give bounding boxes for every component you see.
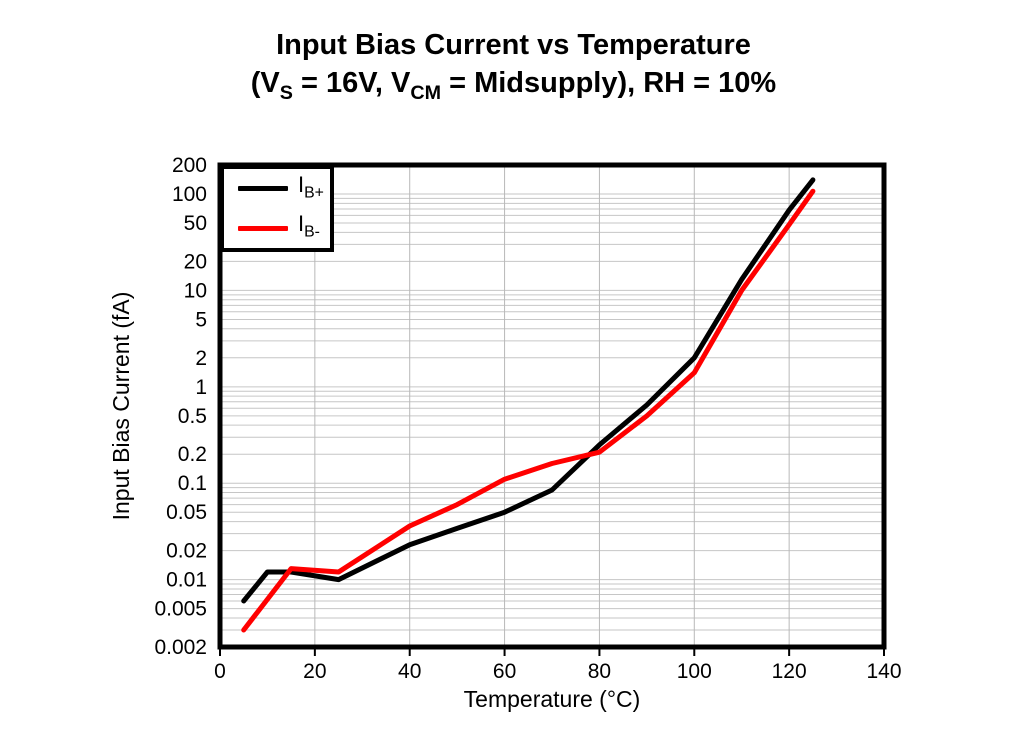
legend-label-ib-minus: IB-	[298, 211, 320, 241]
data-series	[241, 177, 816, 633]
y-tick-labels: 200 100 50 20 10 5 2 1 0.5 0.2 0.1 0.05 0.02 0.01 0.00…	[154, 154, 207, 659]
svg-text:200: 200	[172, 154, 207, 177]
svg-text:140: 140	[866, 660, 901, 683]
chart-title-line-2: (VS = 16V, VCM = Midsupply), RH = 10%	[250, 67, 777, 104]
horizontal-gridlines	[220, 193, 884, 631]
x-axis-title: Temperature (°C)	[463, 686, 641, 712]
series-line-ib-	[241, 188, 816, 633]
svg-text:0.005: 0.005	[154, 598, 207, 621]
svg-text:0.02: 0.02	[166, 540, 207, 563]
legend-line-sample-ib-plus	[238, 186, 288, 192]
svg-text:10: 10	[184, 279, 207, 302]
legend-line-sample-ib-minus	[238, 225, 288, 231]
svg-text:100: 100	[677, 660, 712, 683]
svg-text:60: 60	[493, 660, 516, 683]
svg-text:0.5: 0.5	[178, 405, 207, 428]
svg-text:50: 50	[184, 212, 207, 235]
svg-text:80: 80	[588, 660, 611, 683]
svg-text:0.01: 0.01	[166, 569, 207, 592]
svg-text:0.2: 0.2	[178, 443, 207, 466]
legend-item-ib-plus: IB+	[238, 171, 330, 204]
svg-text:5: 5	[195, 308, 207, 331]
svg-text:0.1: 0.1	[178, 472, 207, 495]
svg-text:2: 2	[195, 347, 207, 370]
svg-text:20: 20	[303, 660, 326, 683]
svg-text:120: 120	[772, 660, 807, 683]
vertical-gridlines	[314, 165, 790, 647]
svg-text:100: 100	[172, 183, 207, 206]
plot-frame	[217, 162, 887, 650]
legend: IB+ IB-	[220, 165, 334, 252]
svg-text:1: 1	[195, 376, 207, 399]
svg-text:20: 20	[184, 250, 207, 273]
svg-text:0.002: 0.002	[154, 636, 207, 659]
svg-text:40: 40	[398, 660, 421, 683]
svg-text:0: 0	[214, 660, 226, 683]
x-tick-marks	[219, 649, 885, 656]
legend-label-ib-plus: IB+	[298, 171, 324, 201]
chart-title-line-1: Input Bias Current vs Temperature	[276, 29, 751, 61]
x-tick-labels: 0 20 40 60 80 100 120 140	[214, 660, 901, 683]
series-line-ib-	[241, 177, 816, 604]
svg-text:0.05: 0.05	[166, 501, 207, 524]
legend-item-ib-minus: IB-	[238, 213, 330, 243]
